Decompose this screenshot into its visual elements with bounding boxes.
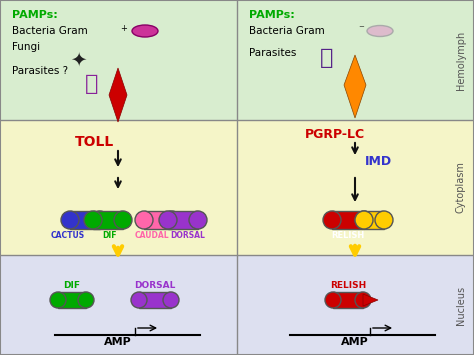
Bar xyxy=(332,211,364,229)
Ellipse shape xyxy=(367,26,393,37)
Ellipse shape xyxy=(355,211,373,229)
Bar xyxy=(0,120,237,255)
Text: DORSAL: DORSAL xyxy=(171,231,205,240)
Text: Bacteria Gram: Bacteria Gram xyxy=(12,26,88,36)
Bar xyxy=(0,0,237,120)
Bar xyxy=(168,211,198,229)
Text: Fungi: Fungi xyxy=(12,42,40,52)
Text: Bacteria Gram: Bacteria Gram xyxy=(249,26,325,36)
Ellipse shape xyxy=(375,211,393,229)
Text: 𝓢: 𝓢 xyxy=(85,74,99,94)
Ellipse shape xyxy=(189,211,207,229)
Text: PAMPs:: PAMPs: xyxy=(249,10,295,20)
Text: TOLL: TOLL xyxy=(75,135,114,149)
Text: DIF: DIF xyxy=(103,231,117,240)
Bar xyxy=(144,211,172,229)
Text: AMP: AMP xyxy=(104,337,132,347)
Text: Hemolymph: Hemolymph xyxy=(456,31,466,89)
Ellipse shape xyxy=(355,292,371,308)
Bar xyxy=(139,292,171,308)
Bar xyxy=(0,255,237,355)
Polygon shape xyxy=(344,55,366,118)
Bar xyxy=(70,211,100,229)
Text: +: + xyxy=(120,24,127,33)
Ellipse shape xyxy=(355,211,373,229)
Text: ⁻: ⁻ xyxy=(358,24,364,34)
Ellipse shape xyxy=(91,211,109,229)
Ellipse shape xyxy=(325,292,341,308)
Bar xyxy=(364,211,384,229)
Text: CACTUS: CACTUS xyxy=(51,231,85,240)
Bar xyxy=(237,120,474,255)
Ellipse shape xyxy=(78,292,94,308)
Bar xyxy=(333,292,363,308)
Text: 𝓢: 𝓢 xyxy=(320,48,333,68)
Text: Cytoplasm: Cytoplasm xyxy=(456,161,466,213)
Text: RELISH: RELISH xyxy=(331,231,365,240)
Text: RELISH: RELISH xyxy=(330,281,366,290)
Text: Parasites: Parasites xyxy=(249,48,296,58)
Ellipse shape xyxy=(132,25,158,37)
Ellipse shape xyxy=(159,211,177,229)
Text: PAMPs:: PAMPs: xyxy=(12,10,58,20)
Polygon shape xyxy=(363,294,378,306)
Ellipse shape xyxy=(163,211,181,229)
Ellipse shape xyxy=(61,211,79,229)
Text: CAUDAL: CAUDAL xyxy=(135,231,169,240)
Bar xyxy=(58,292,86,308)
Bar xyxy=(93,211,123,229)
Ellipse shape xyxy=(135,211,153,229)
Text: IMD: IMD xyxy=(365,155,392,168)
Ellipse shape xyxy=(131,292,147,308)
Text: Nucleus: Nucleus xyxy=(456,285,466,324)
Ellipse shape xyxy=(84,211,102,229)
Text: Parasites ?: Parasites ? xyxy=(12,66,68,76)
Text: ✦: ✦ xyxy=(70,50,86,69)
Polygon shape xyxy=(109,68,127,122)
Ellipse shape xyxy=(50,292,66,308)
Ellipse shape xyxy=(323,211,341,229)
Ellipse shape xyxy=(163,292,179,308)
Text: DORSAL: DORSAL xyxy=(134,281,176,290)
Bar xyxy=(237,255,474,355)
Text: AMP: AMP xyxy=(341,337,369,347)
Text: PGRP-LC: PGRP-LC xyxy=(305,128,365,141)
Ellipse shape xyxy=(114,211,132,229)
Text: DIF: DIF xyxy=(64,281,81,290)
Bar xyxy=(237,0,474,120)
